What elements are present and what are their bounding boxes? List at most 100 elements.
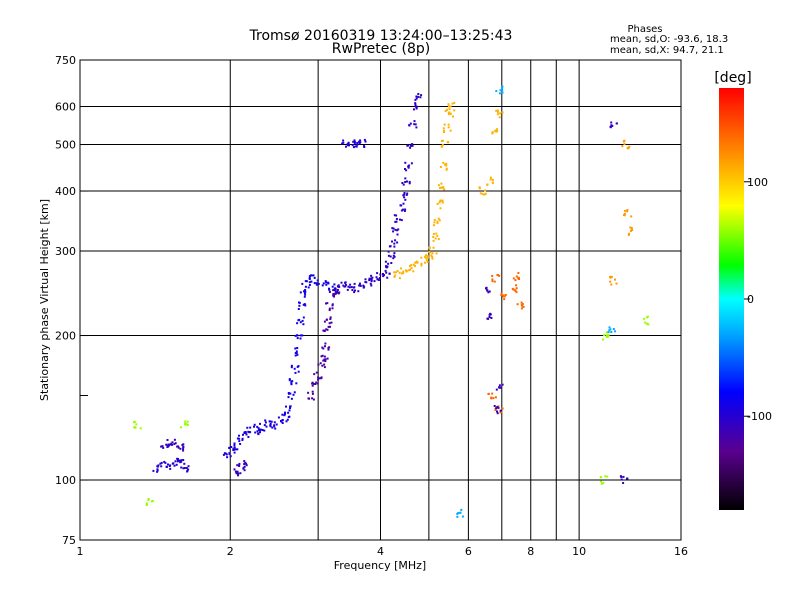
data-point xyxy=(334,290,337,293)
data-point xyxy=(496,410,498,413)
data-point xyxy=(342,141,345,144)
data-point xyxy=(139,427,142,430)
data-point xyxy=(504,293,507,296)
data-point xyxy=(495,130,498,133)
data-point xyxy=(323,366,326,369)
data-point xyxy=(326,357,329,360)
data-point xyxy=(501,87,504,90)
data-point xyxy=(264,419,267,422)
data-point xyxy=(413,120,416,123)
data-point xyxy=(347,285,350,288)
data-point xyxy=(406,180,408,183)
data-point xyxy=(302,323,305,326)
data-point xyxy=(486,183,489,186)
data-point xyxy=(182,449,185,452)
data-point xyxy=(402,202,405,205)
data-point xyxy=(395,271,397,274)
data-point xyxy=(182,445,185,448)
data-point xyxy=(497,406,500,409)
data-point xyxy=(273,421,276,424)
data-point xyxy=(303,295,306,298)
data-point xyxy=(256,425,259,428)
data-point xyxy=(183,462,186,465)
data-point xyxy=(328,287,330,290)
data-point xyxy=(253,423,256,426)
data-point xyxy=(303,303,306,306)
data-point xyxy=(404,269,407,272)
data-point xyxy=(304,289,307,291)
data-point xyxy=(334,292,337,295)
data-point xyxy=(352,286,355,289)
data-point xyxy=(337,291,340,294)
data-point xyxy=(308,275,311,278)
data-point xyxy=(356,141,359,144)
data-point xyxy=(626,210,629,213)
data-point xyxy=(294,371,297,374)
data-point xyxy=(287,396,290,399)
data-point xyxy=(408,124,411,127)
data-point xyxy=(389,255,392,258)
data-point xyxy=(302,303,305,306)
data-point xyxy=(610,121,613,124)
x-tick-label: 1 xyxy=(77,545,84,558)
data-point xyxy=(243,460,246,463)
data-point xyxy=(356,143,359,146)
y-axis-label: Stationary phase Virtual Height [km] xyxy=(38,199,51,401)
data-point xyxy=(396,270,399,273)
data-point xyxy=(181,444,184,446)
data-point xyxy=(180,459,183,462)
data-point xyxy=(607,331,610,334)
data-point xyxy=(369,282,372,285)
data-point xyxy=(393,271,396,274)
data-point xyxy=(290,366,293,369)
data-point xyxy=(432,246,435,249)
data-point xyxy=(297,370,300,373)
data-point xyxy=(376,278,379,281)
data-point xyxy=(359,141,362,144)
data-point xyxy=(330,321,333,324)
data-point xyxy=(447,103,450,106)
data-point xyxy=(609,275,611,278)
data-point xyxy=(370,278,373,281)
data-point xyxy=(365,281,368,284)
data-point xyxy=(600,480,603,483)
data-point xyxy=(163,460,166,463)
data-point xyxy=(436,222,439,225)
data-point xyxy=(160,445,163,448)
data-point xyxy=(334,288,337,291)
data-point xyxy=(294,334,297,337)
data-point xyxy=(420,94,423,97)
data-point xyxy=(610,283,613,286)
data-point xyxy=(620,478,623,481)
data-point xyxy=(502,294,505,297)
data-point xyxy=(358,284,361,287)
data-point xyxy=(494,129,497,132)
data-point xyxy=(425,254,427,257)
data-point xyxy=(414,98,417,101)
data-point xyxy=(402,272,405,275)
data-point xyxy=(171,441,174,444)
data-point xyxy=(295,352,298,354)
data-point xyxy=(403,196,406,199)
data-point xyxy=(233,444,236,447)
data-point xyxy=(414,102,417,105)
data-point xyxy=(186,424,189,426)
data-point xyxy=(394,239,397,242)
data-point xyxy=(295,350,298,353)
data-point xyxy=(304,285,307,288)
data-point xyxy=(171,462,174,465)
data-point xyxy=(174,442,177,445)
data-point xyxy=(388,272,391,275)
data-point xyxy=(340,281,343,284)
colorbar xyxy=(719,88,744,510)
data-point xyxy=(350,286,353,289)
data-point xyxy=(609,126,612,129)
data-point xyxy=(292,393,295,396)
data-point xyxy=(414,265,416,268)
data-point xyxy=(264,421,267,424)
data-point xyxy=(178,460,181,462)
data-point xyxy=(494,396,497,399)
data-point xyxy=(280,420,282,422)
y-axis-ticks: 75 100 200 300 400 500 600 750 xyxy=(55,54,88,547)
